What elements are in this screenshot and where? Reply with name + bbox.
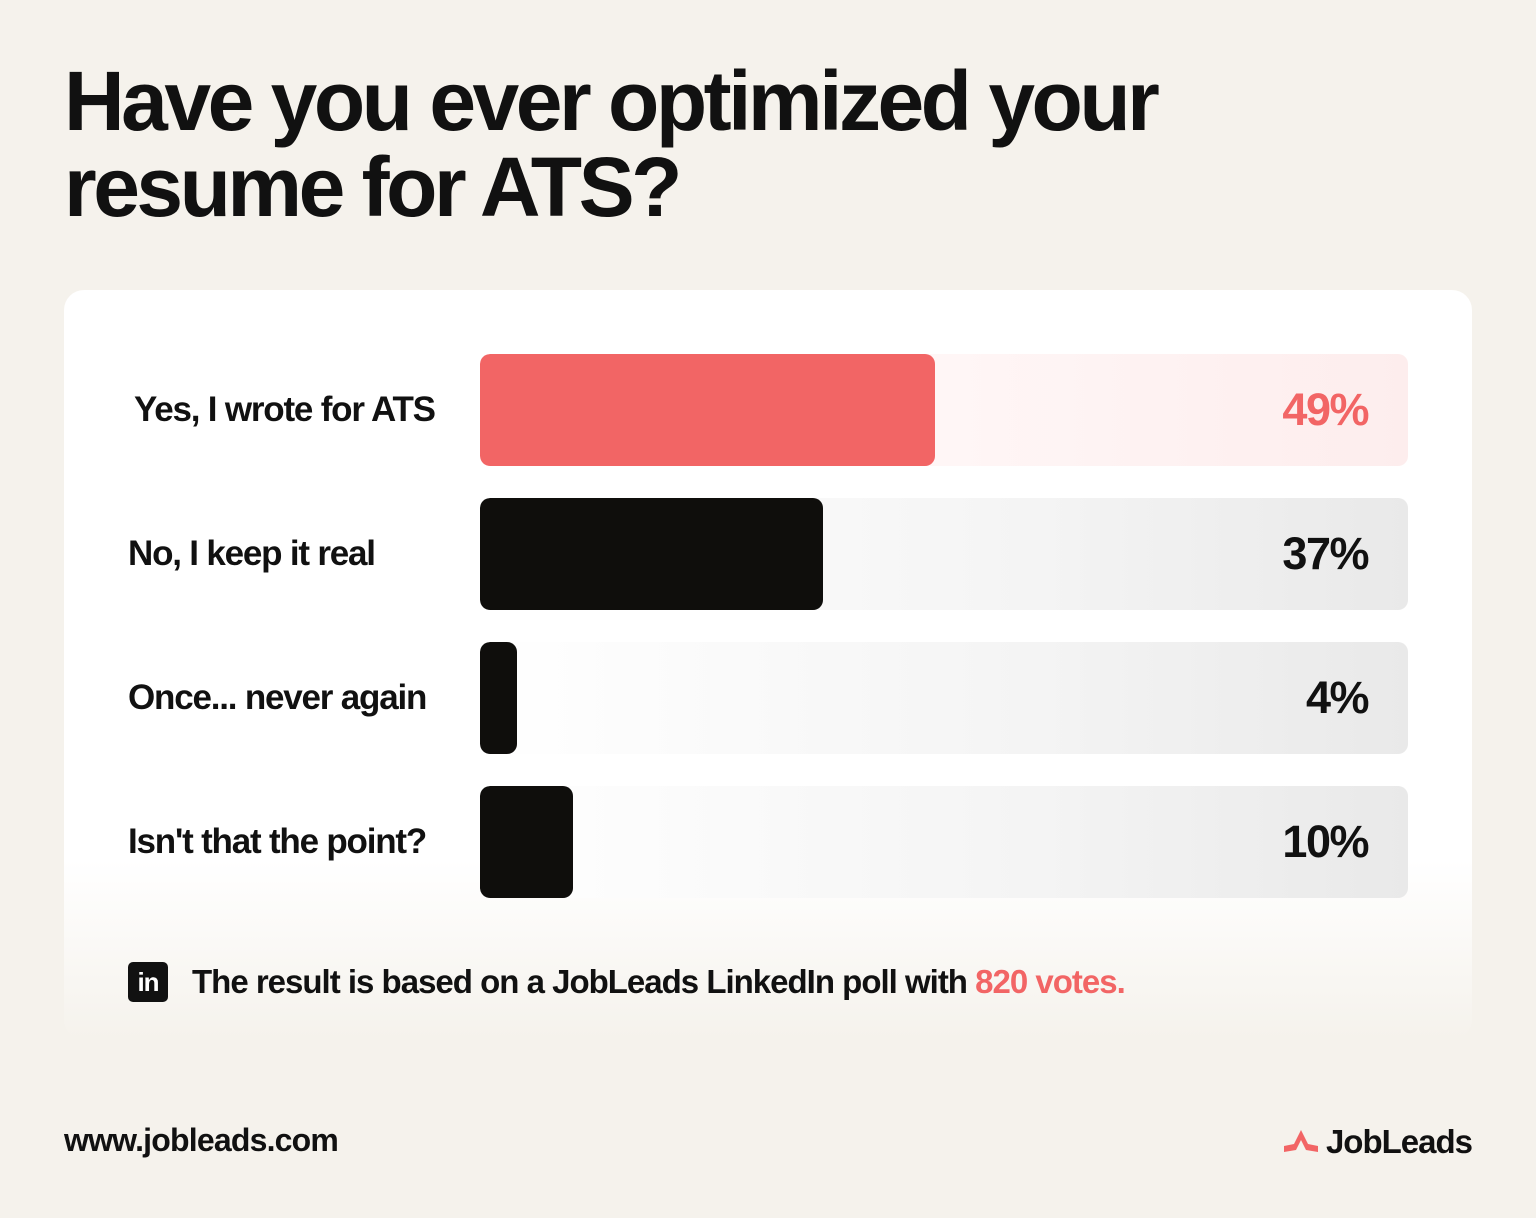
bar-track: 10% (480, 786, 1408, 898)
linkedin-icon: in (128, 962, 168, 1002)
footnote-body: The result is based on a JobLeads Linked… (192, 963, 976, 1000)
bar (480, 498, 823, 610)
bar (480, 642, 517, 754)
website-url: www.jobleads.com (64, 1122, 339, 1158)
jobleads-logo-icon (1283, 1130, 1318, 1152)
brand-name: JobLeads (1325, 1123, 1473, 1160)
value-label: 10% (1282, 816, 1369, 867)
bar-row: Once... never again 4% (64, 642, 1472, 754)
bar-track: 49% (480, 354, 1408, 466)
poll-footnote: in The result is based on a JobLeads Lin… (128, 962, 1126, 1002)
bar-track: 37% (480, 498, 1408, 610)
category-label: No, I keep it real (128, 534, 376, 573)
value-label: 49% (1282, 384, 1369, 435)
bar (480, 786, 573, 898)
value-label: 37% (1282, 528, 1369, 579)
category-label: Once... never again (128, 678, 427, 717)
bar (480, 354, 935, 466)
value-label: 4% (1305, 672, 1370, 723)
bar-row: Yes, I wrote for ATS 49% (64, 354, 1472, 466)
bar-row: No, I keep it real 37% (64, 498, 1472, 610)
vote-count: 820 votes. (975, 963, 1126, 1000)
poll-card: Yes, I wrote for ATS 49% No, I keep it rea… (64, 290, 1472, 1040)
brand: JobLeads (1282, 1120, 1473, 1164)
category-label: Isn't that the point? (128, 822, 427, 861)
bar-track: 4% (480, 642, 1408, 754)
footnote-text: The result is based on a JobLeads Linked… (192, 963, 1126, 1001)
category-label: Yes, I wrote for ATS (134, 390, 436, 429)
bar-row: Isn't that the point? 10% (64, 786, 1472, 898)
chart-title: Have you ever optimized your resume for … (64, 54, 1160, 234)
